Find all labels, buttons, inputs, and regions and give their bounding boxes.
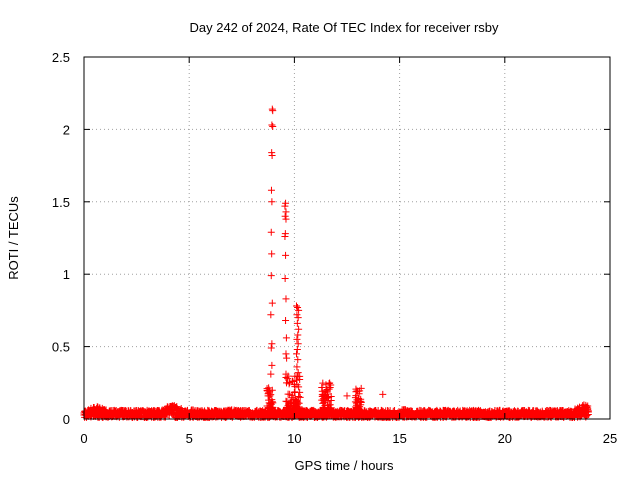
data-point [295,325,303,333]
x-tick-label: 15 [392,431,406,446]
data-point [267,228,275,236]
plot-frame [83,56,611,420]
data-point [295,399,303,407]
data-point [294,340,302,348]
data-point [295,306,303,314]
data-point [268,198,276,206]
data-point [267,311,275,319]
data-point [289,377,297,385]
data-point [583,411,591,419]
y-tick-label: 2.5 [52,50,70,65]
data-point [268,340,276,348]
data-point [268,386,276,394]
data-point [324,397,332,405]
data-points [80,105,592,422]
x-tick-label: 25 [603,431,617,446]
data-point [268,151,276,159]
data-point [294,369,302,377]
data-point [268,121,276,129]
data-point [267,391,275,399]
data-point [293,311,301,319]
data-point [327,393,335,401]
data-point [325,380,333,388]
data-point [282,208,290,216]
data-point [584,410,592,418]
data-point [281,275,289,283]
data-point [296,375,304,383]
data-point [281,233,289,241]
data-point [322,387,330,395]
data-point [327,381,335,389]
y-tick-label: 0 [63,412,70,427]
y-tick-label: 1.5 [52,195,70,210]
data-point [282,334,290,342]
data-point [283,354,291,362]
data-point [267,370,275,378]
x-tick-label: 10 [287,431,301,446]
x-tick-label: 20 [498,431,512,446]
data-point [294,331,302,339]
data-point [269,107,277,115]
data-point [282,199,290,207]
x-tick-label: 0 [80,431,87,446]
data-point [267,344,275,352]
data-point [355,390,363,398]
data-point [357,398,365,406]
data-point [357,384,365,392]
data-point [293,335,301,343]
data-point [318,383,326,391]
data-point [293,345,301,353]
data-point [268,398,276,406]
data-point [282,317,290,325]
y-tick-label: 2 [63,122,70,137]
data-point [173,403,181,411]
data-point [281,202,289,210]
data-point [293,302,301,310]
data-point [296,393,304,401]
data-point [268,361,276,369]
x-tick-label: 5 [186,431,193,446]
data-point [293,319,301,327]
data-point [282,251,290,259]
data-point [379,390,387,398]
data-point [282,215,290,223]
chart-title: Day 242 of 2024, Rate Of TEC Index for r… [189,20,499,35]
data-point [282,350,290,358]
data-point [295,383,303,391]
x-axis-label: GPS time / hours [295,458,394,473]
data-point [319,379,327,387]
data-point [282,370,290,378]
data-point [267,272,275,280]
data-point [326,401,334,409]
data-point [328,407,336,415]
data-point [293,363,301,371]
data-point [327,404,335,412]
data-point [294,398,302,406]
data-point [269,399,277,407]
data-point [267,186,275,194]
data-point [296,388,304,396]
data-point [268,299,276,307]
data-point [269,123,277,131]
y-axis-label: ROTI / TECUs [6,196,21,280]
axis-ticks: 0 5 10 15 20 25 0 0.5 1 1.5 2 2.5 [52,50,617,446]
data-point [281,212,289,220]
data-point [266,392,274,400]
grid-lines [84,57,610,419]
data-point [294,356,302,364]
y-tick-label: 1 [63,267,70,282]
data-point [268,250,276,258]
data-point [324,390,332,398]
data-point [293,376,301,384]
data-point [293,350,301,358]
data-point [356,408,364,416]
data-point [296,406,304,414]
data-point [295,392,303,400]
y-tick-label: 0.5 [52,340,70,355]
data-point [294,304,302,312]
data-point [343,392,351,400]
data-point [294,314,302,322]
data-point [282,295,290,303]
